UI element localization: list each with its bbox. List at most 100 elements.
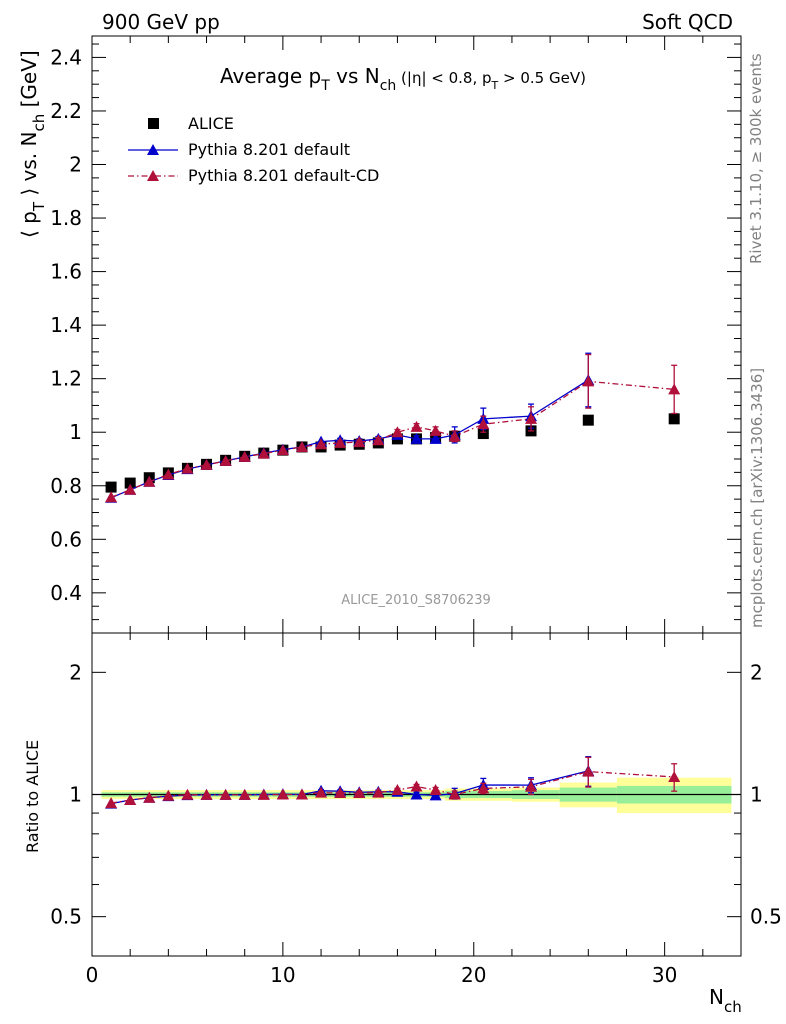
alice-point xyxy=(124,477,136,489)
ratio-point-1 xyxy=(477,782,490,794)
ratio-point-1 xyxy=(143,791,156,803)
main-ticks: 0.4 0.6 0.8 1 1.2 1.4 1.6 1.8 2 2.2 2.4 xyxy=(50,36,742,633)
series-point-1 xyxy=(200,458,213,470)
ratio-point-1 xyxy=(353,787,366,799)
series-line-0 xyxy=(110,379,589,499)
y-tick-label: 0.8 xyxy=(50,474,82,498)
legend-label-default: Pythia 8.201 default xyxy=(188,140,350,159)
title-sub2: ch xyxy=(380,78,397,94)
mcplots-label: mcplots.cern.ch [arXiv:1306.3436] xyxy=(748,368,766,628)
series-point-0 xyxy=(410,432,423,444)
ratio-point-1 xyxy=(315,786,328,798)
alice-point xyxy=(477,428,489,440)
legend-marker-default xyxy=(147,144,159,155)
ratio-tick-label: 1 xyxy=(69,783,82,807)
x-axis-label: Nch xyxy=(709,985,742,1016)
title-small2: > 0.5 GeV) xyxy=(498,69,586,87)
series-point-1 xyxy=(525,412,538,424)
y-axis-label: ⟨ pT ⟩ vs. Nch [GeV] xyxy=(17,50,48,238)
legend-marker-alice xyxy=(148,118,159,129)
series-point-1 xyxy=(353,436,366,448)
ratio-series xyxy=(105,756,681,809)
main-panel: 0.40.60.811.21.41.61.822.22.4 Average pT… xyxy=(17,35,742,634)
rivet-label: Rivet 3.1.10, ≥ 300k events xyxy=(747,53,765,264)
ratio-point-1 xyxy=(448,788,461,800)
series-point-1 xyxy=(257,447,270,459)
series-point-1 xyxy=(181,462,194,474)
legend-label-alice: ALICE xyxy=(188,114,234,133)
title-sub1: T xyxy=(320,78,330,94)
ylabel-sub2: ch xyxy=(30,114,48,132)
ratio-point-1 xyxy=(181,788,194,800)
series-point-1 xyxy=(295,440,308,452)
ratio-tick-label: 0.5 xyxy=(50,905,82,929)
chart-title: Average pT vs Nch (|η| < 0.8, pT > 0.5 G… xyxy=(220,64,586,94)
y-tick-label: 2.2 xyxy=(50,99,82,123)
series-point-1 xyxy=(410,420,423,432)
y-tick-label: 1.6 xyxy=(50,260,82,284)
series-point-1 xyxy=(334,436,347,448)
ratio-point-1 xyxy=(257,788,270,800)
y-tick-label: 0.4 xyxy=(50,581,82,605)
ratio-point-1 xyxy=(162,789,175,801)
ratio-point-1 xyxy=(391,784,404,796)
ratio-tick-label-right: 2 xyxy=(750,660,763,684)
ratio-point-1 xyxy=(295,788,308,800)
ratio-point-1 xyxy=(334,787,347,799)
series-point-1 xyxy=(448,430,461,442)
series-point-1 xyxy=(668,383,681,395)
x-tick-label: 0 xyxy=(86,963,99,987)
y-tick-label: 1 xyxy=(69,420,82,444)
y-tick-label: 0.6 xyxy=(50,527,82,551)
ratio-tick-label-right: 0.5 xyxy=(750,905,782,929)
ratio-point-1 xyxy=(200,788,213,800)
analysis-id: ALICE_2010_S8706239 xyxy=(341,593,491,608)
x-tick-label: 10 xyxy=(270,963,295,987)
x-tick-label: 20 xyxy=(461,963,486,987)
ratio-point-1 xyxy=(410,780,423,792)
series-point-0 xyxy=(429,432,442,444)
ratio-point-1 xyxy=(124,794,137,806)
legend-label-cd: Pythia 8.201 default-CD xyxy=(188,166,379,185)
y-tick-label: 1.2 xyxy=(50,367,82,391)
series-point-1 xyxy=(143,475,156,487)
header-left-label: 900 GeV pp xyxy=(102,10,220,34)
main-series xyxy=(105,352,681,503)
xlabel-a: N xyxy=(709,985,724,1009)
alice-point xyxy=(668,413,680,425)
ylabel-sub1: T xyxy=(30,201,48,212)
ratio-point-1 xyxy=(105,797,118,809)
y-tick-label: 1.4 xyxy=(50,313,82,337)
title-small1: (|η| < 0.8, p xyxy=(396,69,491,87)
ratio-point-1 xyxy=(525,780,538,792)
series-point-1 xyxy=(582,375,595,387)
ratio-line-1 xyxy=(110,770,675,804)
series-point-1 xyxy=(219,454,232,466)
alice-point xyxy=(582,414,594,426)
series-point-1 xyxy=(477,418,490,430)
title-main: Average p xyxy=(220,64,321,88)
ratio-point-0 xyxy=(410,788,423,800)
y-tick-label: 1.8 xyxy=(50,206,82,230)
ylabel-b: ⟩ vs. N xyxy=(17,132,41,202)
ratio-point-1 xyxy=(668,770,681,782)
ratio-point-1 xyxy=(276,788,289,800)
title-small-sub: T xyxy=(491,79,499,92)
ratio-tick-label-right: 1 xyxy=(750,783,763,807)
ratio-panel: 0 10 20 30 0.5 0.5 1 1 2 2 Ratio to ALICE xyxy=(23,632,782,987)
x-tick-label: 30 xyxy=(652,963,677,987)
y-tick-label: 2 xyxy=(69,153,82,177)
series-point-1 xyxy=(429,424,442,436)
series-point-1 xyxy=(315,438,328,450)
series-point-1 xyxy=(238,450,251,462)
ratio-point-1 xyxy=(219,788,232,800)
series-point-1 xyxy=(391,426,404,438)
legend-marker-cd xyxy=(147,170,159,181)
series-point-1 xyxy=(162,468,175,480)
y-tick-label: 2.4 xyxy=(50,45,82,69)
alice-point xyxy=(105,481,117,493)
series-point-1 xyxy=(276,444,289,456)
ratio-tick-label: 2 xyxy=(69,660,82,684)
xlabel-sub: ch xyxy=(724,998,742,1016)
